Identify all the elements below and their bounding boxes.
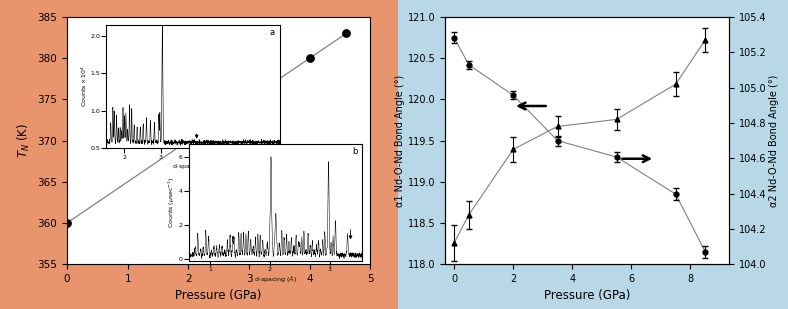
Text: a: a: [269, 28, 274, 37]
Y-axis label: α2 Nd-O-Nd Bond Angle (°): α2 Nd-O-Nd Bond Angle (°): [769, 74, 779, 207]
Text: b: b: [352, 147, 357, 156]
Point: [340, 31, 352, 36]
X-axis label: d-spacing ($\AA$): d-spacing ($\AA$): [172, 161, 214, 171]
X-axis label: Pressure (GPa): Pressure (GPa): [544, 290, 630, 303]
Point: [61, 221, 73, 226]
Point: [182, 138, 195, 143]
X-axis label: d-spacing ($\AA$): d-spacing ($\AA$): [255, 274, 297, 284]
X-axis label: Pressure (GPa): Pressure (GPa): [176, 290, 262, 303]
Y-axis label: Counts ($\mu$sec$^{-1}$): Counts ($\mu$sec$^{-1}$): [167, 177, 177, 228]
Y-axis label: α1 Nd-O-Nd Bond Angle (°): α1 Nd-O-Nd Bond Angle (°): [395, 74, 405, 207]
Y-axis label: Counts $\times 10^4$: Counts $\times 10^4$: [80, 66, 89, 107]
Point: [303, 56, 316, 61]
Y-axis label: $T_N$ (K): $T_N$ (K): [16, 123, 32, 158]
